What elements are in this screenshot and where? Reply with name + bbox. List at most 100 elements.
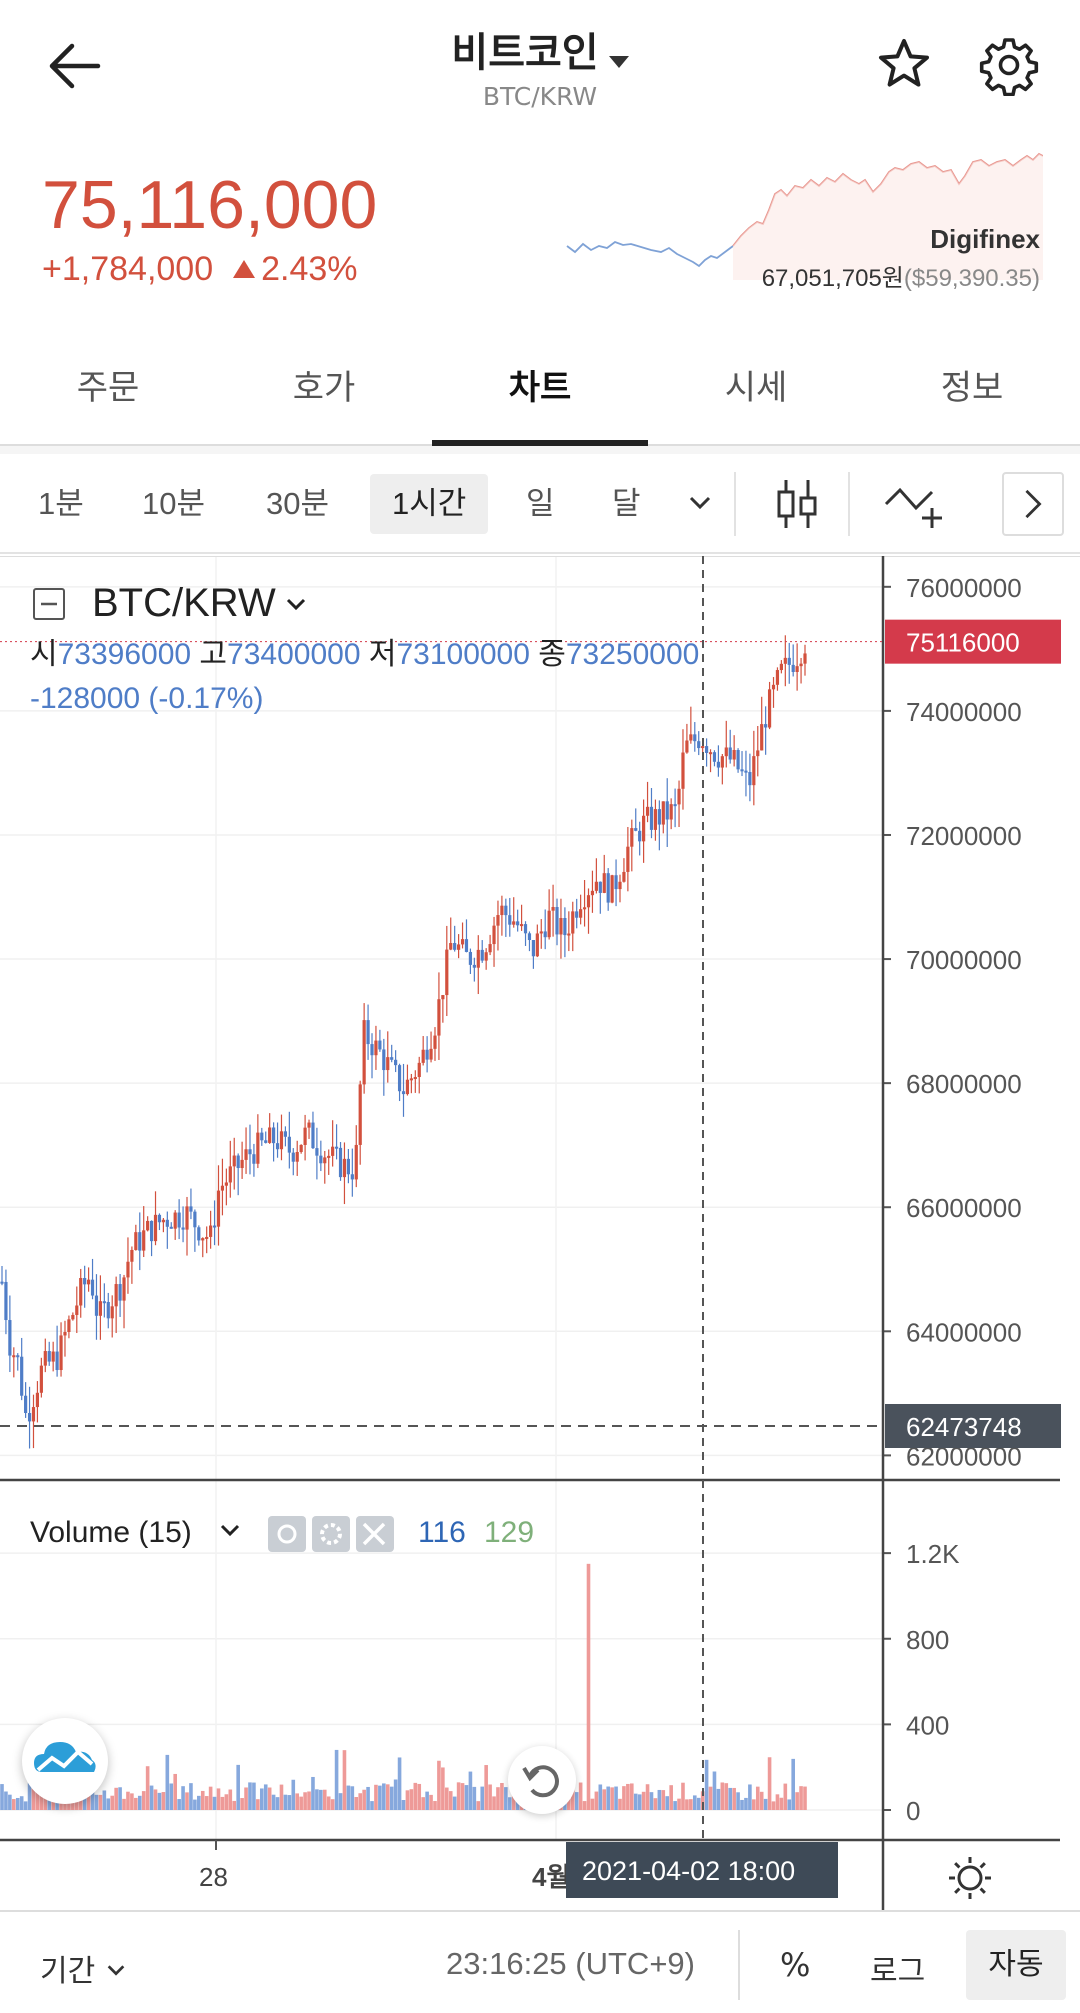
- interval-day[interactable]: 일: [526, 486, 555, 521]
- candle-body: [86, 1279, 91, 1285]
- gear-icon[interactable]: [978, 34, 1040, 96]
- tab-order[interactable]: 주문: [76, 368, 140, 408]
- volume-axis-label: 800: [906, 1625, 949, 1655]
- toolbar-next-button[interactable]: [1002, 472, 1064, 536]
- volume-bar: [27, 1783, 32, 1810]
- candle-body: [201, 1238, 205, 1241]
- candle-body: [787, 657, 791, 665]
- candle-body: [31, 1407, 36, 1422]
- cloud-chart-button[interactable]: [22, 1718, 108, 1804]
- interval-10min[interactable]: 10분: [142, 486, 206, 521]
- candle-body: [327, 1155, 331, 1158]
- log-scale-button[interactable]: 로그: [870, 1954, 926, 1989]
- candle-body: [642, 815, 646, 842]
- volume-bar: [661, 1790, 666, 1810]
- candle-body: [0, 1281, 4, 1284]
- candle-body: [8, 1320, 12, 1356]
- candle-body: [429, 1048, 433, 1060]
- volume-bar: [492, 1796, 496, 1810]
- candle-body: [232, 1155, 236, 1167]
- reset-chart-button[interactable]: [508, 1746, 576, 1814]
- star-icon[interactable]: [873, 34, 935, 96]
- candle-body: [756, 750, 760, 757]
- volume-bar: [763, 1798, 768, 1810]
- volume-eye-icon: [268, 1516, 306, 1552]
- candle-body: [295, 1152, 299, 1162]
- candlestick-icon[interactable]: [772, 476, 822, 532]
- volume-bar: [736, 1792, 740, 1810]
- volume-bar: [346, 1785, 351, 1810]
- auto-scale-button[interactable]: 자동: [966, 1930, 1066, 2000]
- dropdown-caret-icon[interactable]: [608, 55, 629, 68]
- candle-body: [35, 1392, 40, 1408]
- volume-bar: [692, 1795, 697, 1810]
- volume-bar: [90, 1786, 95, 1810]
- candle-body: [165, 1219, 169, 1227]
- volume-bar: [358, 1793, 363, 1810]
- back-arrow-icon[interactable]: [44, 36, 104, 96]
- volume-bar: [338, 1793, 343, 1810]
- candle-body: [394, 1059, 398, 1066]
- candle-body: [712, 752, 717, 762]
- candle-body: [303, 1127, 307, 1145]
- chevron-down-icon[interactable]: [686, 488, 714, 516]
- candle-body: [618, 881, 622, 890]
- volume-bar: [677, 1798, 681, 1810]
- candle-body: [579, 909, 583, 918]
- candle-body: [382, 1049, 386, 1071]
- volume-bar: [704, 1759, 709, 1810]
- volume-bar: [460, 1783, 465, 1810]
- volume-bar: [259, 1788, 264, 1810]
- candle-body: [492, 925, 496, 945]
- candle-body: [366, 1020, 370, 1045]
- candle-body: [47, 1351, 51, 1362]
- volume-bar: [216, 1788, 221, 1810]
- volume-bar: [291, 1779, 296, 1810]
- coin-title[interactable]: 비트코인 BTC/KRW: [0, 20, 1080, 111]
- volume-bar: [433, 1801, 437, 1810]
- volume-bar: [267, 1787, 272, 1810]
- crosshair-label-bg: [566, 1842, 838, 1898]
- percent-scale-button[interactable]: %: [780, 1946, 811, 1984]
- candle-body: [610, 875, 614, 903]
- tab-info[interactable]: 정보: [940, 368, 1004, 408]
- candle-body: [437, 999, 441, 1036]
- interval-month[interactable]: 달: [612, 486, 641, 521]
- candle-body: [153, 1214, 158, 1242]
- candle-body: [338, 1147, 343, 1178]
- tab-chart[interactable]: 차트: [432, 338, 648, 446]
- candle-body: [244, 1149, 248, 1160]
- interval-30min[interactable]: 30분: [266, 486, 330, 521]
- candle-body: [12, 1355, 16, 1358]
- candle-body: [362, 1020, 366, 1085]
- volume-bar: [504, 1787, 508, 1810]
- volume-bar: [23, 1801, 28, 1810]
- volume-bar: [122, 1798, 126, 1810]
- interval-1min[interactable]: 1분: [38, 486, 84, 521]
- volume-bar: [574, 1792, 579, 1810]
- interval-1hour[interactable]: 1시간: [370, 474, 489, 534]
- volume-bar: [236, 1764, 240, 1810]
- volume-bar: [712, 1771, 717, 1810]
- candle-body: [476, 949, 480, 968]
- brightness-icon-ray: [979, 1862, 986, 1869]
- volume-bar: [598, 1784, 603, 1810]
- tab-orderbook[interactable]: 호가: [292, 368, 356, 408]
- candle-body: [374, 1040, 378, 1056]
- candle-body: [315, 1148, 319, 1156]
- period-selector[interactable]: 기간: [40, 1946, 127, 1990]
- tab-market-price[interactable]: 시세: [724, 368, 788, 408]
- price-chart[interactable]: 76000000 74000000 72000000 70000000 68000000…: [0, 556, 1080, 1910]
- candle-body: [622, 871, 626, 882]
- coin-name[interactable]: 비트코인: [451, 30, 599, 76]
- volume-bar: [578, 1782, 583, 1810]
- drawing-tool-icon[interactable]: [884, 478, 950, 530]
- candle-body: [673, 804, 677, 807]
- candle-body: [177, 1212, 181, 1228]
- candle-body: [79, 1278, 83, 1306]
- candle-body: [460, 939, 465, 945]
- candle-body: [669, 804, 673, 820]
- volume-bar: [385, 1784, 390, 1810]
- candle-body: [701, 746, 705, 749]
- candle-body: [397, 1065, 402, 1092]
